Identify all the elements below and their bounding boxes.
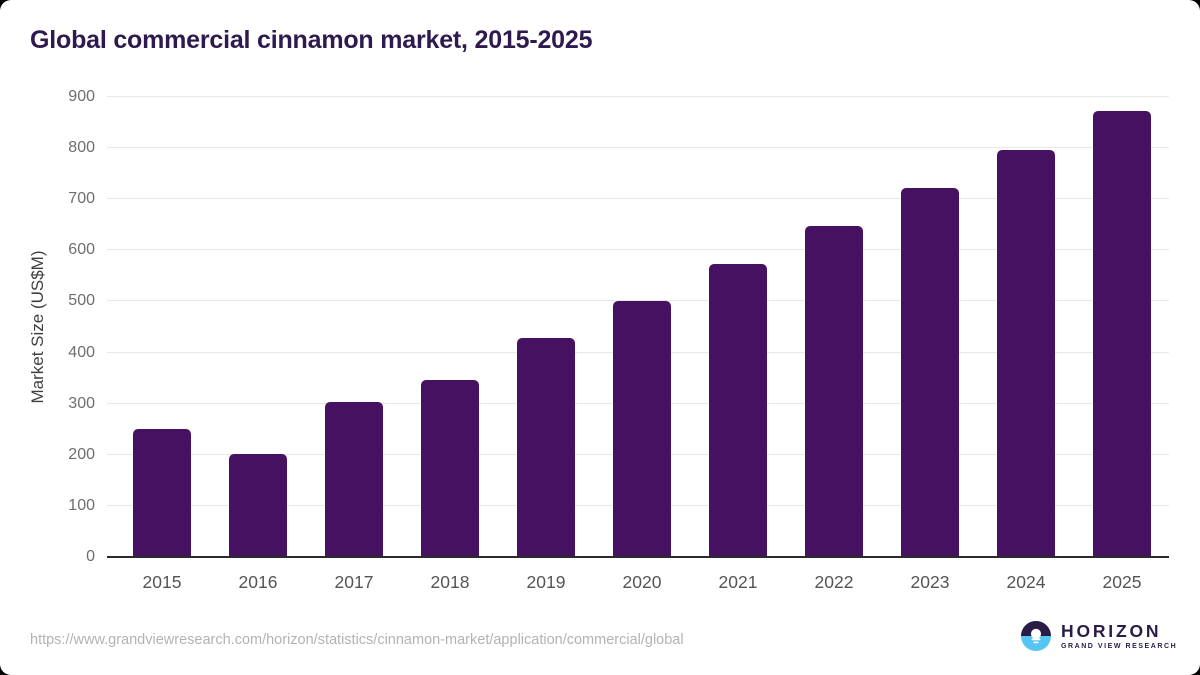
bar-2018 xyxy=(421,380,479,556)
logo-tagline: GRAND VIEW RESEARCH xyxy=(1061,643,1178,650)
x-tick-label-2015: 2015 xyxy=(142,572,182,592)
y-tick-label-500: 500 xyxy=(68,292,95,310)
y-tick-label-400: 400 xyxy=(68,343,95,361)
x-tick-label-2019: 2019 xyxy=(526,572,566,592)
horizon-logo: HORIZON GRAND VIEW RESEARCH xyxy=(1021,621,1177,651)
logo-name: HORIZON xyxy=(1061,621,1162,641)
x-tick-label-2025: 2025 xyxy=(1102,572,1142,592)
gridline-700 xyxy=(107,198,1169,200)
bar-2022 xyxy=(805,225,863,556)
x-tick-label-2022: 2022 xyxy=(814,572,854,592)
x-tick-label-2023: 2023 xyxy=(910,572,950,592)
x-axis-line xyxy=(107,556,1169,558)
bar-2020 xyxy=(613,300,671,556)
y-tick-label-100: 100 xyxy=(68,496,95,514)
logo-text: HORIZON GRAND VIEW RESEARCH xyxy=(1061,622,1177,650)
source-url: https://www.grandviewresearch.com/horizo… xyxy=(30,632,684,648)
y-tick-label-300: 300 xyxy=(68,394,95,412)
bar-2025 xyxy=(1093,111,1151,556)
y-tick-label-200: 200 xyxy=(68,445,95,463)
bar-2019 xyxy=(517,338,575,556)
x-tick-label-2016: 2016 xyxy=(238,572,278,592)
gridline-500 xyxy=(107,300,1169,302)
y-tick-label-0: 0 xyxy=(86,548,95,565)
y-tick-label-800: 800 xyxy=(68,139,95,157)
x-tick-label-2021: 2021 xyxy=(718,572,758,592)
bar-2023 xyxy=(901,188,959,556)
bar-2016 xyxy=(229,453,287,556)
bar-2015 xyxy=(133,428,191,556)
y-tick-label-600: 600 xyxy=(68,241,95,259)
x-tick-label-2024: 2024 xyxy=(1006,572,1046,592)
gridline-800 xyxy=(107,147,1169,149)
plot-area xyxy=(107,96,1169,558)
horizon-sun-icon xyxy=(1021,621,1051,651)
y-tick-label-900: 900 xyxy=(68,88,95,105)
y-tick-label-700: 700 xyxy=(68,190,95,208)
x-tick-label-2018: 2018 xyxy=(430,572,470,592)
x-tick-label-2017: 2017 xyxy=(334,572,374,592)
gridline-600 xyxy=(107,249,1169,251)
chart-title: Global commercial cinnamon market, 2015-… xyxy=(30,26,593,54)
bar-2024 xyxy=(997,149,1055,556)
bar-2021 xyxy=(709,263,767,556)
x-tick-label-2020: 2020 xyxy=(622,572,662,592)
gridline-900 xyxy=(107,96,1169,97)
bar-2017 xyxy=(325,402,383,556)
y-axis-title: Market Size (US$M) xyxy=(28,250,47,404)
